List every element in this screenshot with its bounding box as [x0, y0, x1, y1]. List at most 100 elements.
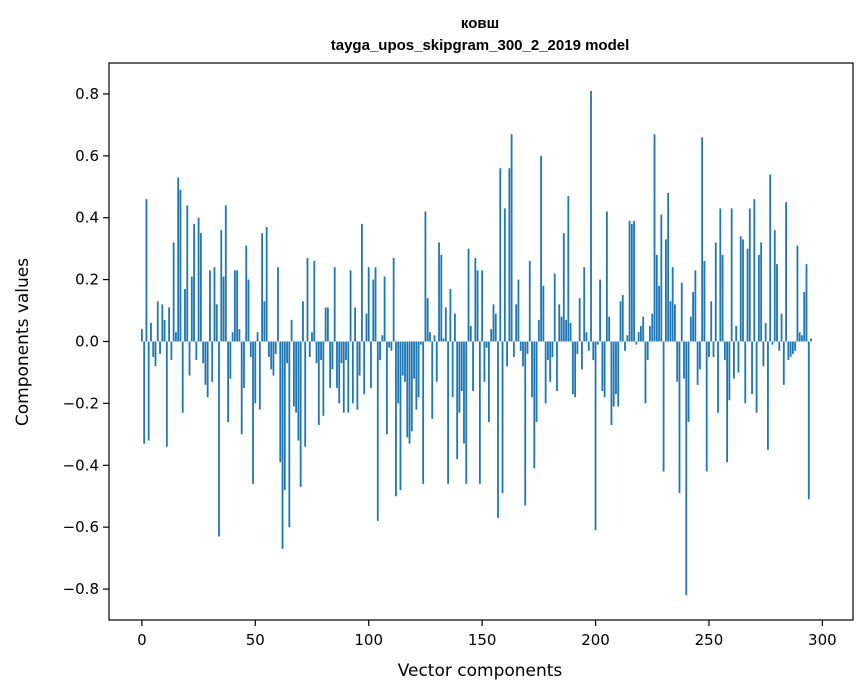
bar	[467, 248, 470, 342]
bar	[771, 341, 774, 345]
bar	[585, 332, 588, 342]
bar	[292, 341, 295, 407]
bar	[794, 341, 797, 351]
bar	[143, 341, 146, 444]
bar	[145, 199, 148, 342]
bar	[379, 341, 381, 361]
bar	[633, 220, 636, 342]
bar	[669, 301, 672, 342]
bar	[474, 257, 477, 342]
bar	[224, 205, 227, 342]
bar	[175, 332, 177, 342]
bar	[556, 341, 558, 392]
bar	[501, 341, 504, 494]
bar	[621, 295, 624, 342]
bar	[222, 276, 225, 342]
bar	[605, 211, 608, 342]
bar	[213, 267, 216, 342]
bar	[268, 341, 270, 357]
bar	[708, 341, 710, 357]
bar	[730, 208, 733, 342]
bar	[297, 341, 300, 441]
bar	[494, 313, 497, 342]
bar	[664, 239, 667, 342]
bar	[574, 341, 577, 398]
bar	[533, 341, 536, 469]
bars-group	[140, 90, 812, 596]
bar	[388, 341, 391, 348]
bar	[451, 341, 454, 398]
x-tick-label: 300	[808, 631, 837, 649]
bar	[569, 322, 572, 342]
bar	[805, 264, 808, 342]
y-tick-label: 0.8	[75, 85, 99, 103]
bar	[728, 341, 731, 401]
bar	[653, 134, 656, 342]
bar	[331, 341, 334, 370]
bar	[499, 168, 502, 342]
bar	[791, 341, 794, 354]
bar	[658, 285, 660, 342]
bar	[322, 341, 325, 416]
bar	[787, 341, 790, 361]
bar	[447, 341, 450, 484]
bar	[150, 322, 152, 342]
bar	[619, 301, 622, 342]
bar	[385, 341, 388, 435]
bar	[628, 220, 631, 342]
bar	[692, 291, 694, 342]
bar	[571, 341, 574, 395]
bar	[753, 199, 756, 342]
bar	[320, 341, 322, 361]
bar	[347, 341, 350, 413]
bar	[356, 341, 359, 410]
bar	[406, 341, 409, 438]
bar	[796, 245, 799, 342]
bar	[508, 168, 511, 342]
bar	[340, 341, 343, 364]
bar	[442, 338, 445, 342]
bar	[676, 341, 679, 382]
bar	[202, 341, 205, 364]
bar	[204, 341, 207, 385]
bar	[413, 341, 415, 379]
bar	[685, 341, 688, 596]
bar	[687, 341, 690, 422]
bar	[705, 341, 708, 472]
bar	[710, 301, 713, 342]
bar	[184, 288, 186, 342]
bar	[199, 233, 202, 342]
bar	[186, 205, 189, 342]
bar	[147, 341, 150, 441]
bar	[660, 214, 663, 342]
bar	[404, 341, 406, 382]
bar	[317, 341, 320, 426]
bar	[596, 341, 599, 345]
bar	[515, 304, 518, 342]
bar	[723, 341, 726, 361]
bar	[456, 341, 459, 460]
bar	[215, 304, 218, 342]
bar	[220, 230, 223, 342]
y-tick-label: 0.2	[75, 271, 99, 289]
bar	[612, 341, 615, 407]
bar	[649, 326, 651, 342]
bar	[399, 341, 402, 491]
bar	[333, 267, 336, 342]
bar	[197, 217, 200, 342]
bar	[587, 341, 590, 351]
bar	[265, 227, 268, 342]
bar	[721, 254, 724, 342]
bar	[336, 341, 338, 388]
bar	[372, 279, 375, 342]
bar	[233, 270, 236, 342]
bar	[689, 316, 692, 342]
bar	[785, 202, 787, 342]
bar	[764, 322, 767, 342]
bar	[410, 341, 413, 432]
bar	[603, 341, 606, 398]
bar	[807, 341, 810, 500]
bar	[751, 341, 753, 395]
bar	[469, 326, 472, 342]
